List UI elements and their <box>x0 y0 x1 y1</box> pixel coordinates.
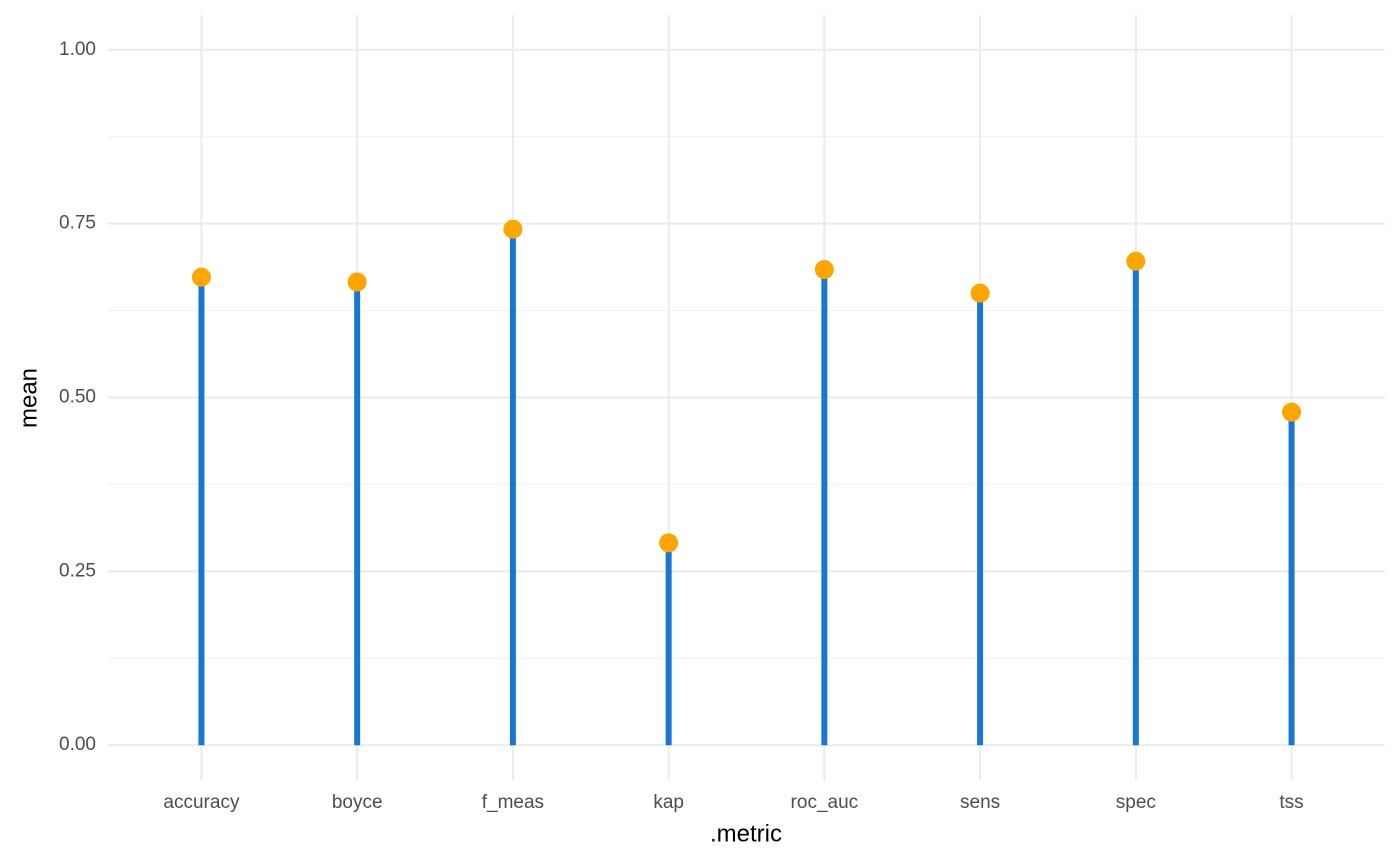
y-tick-label: 0.75 <box>59 213 96 234</box>
y-axis-title: mean <box>15 368 42 428</box>
x-tick-label: boyce <box>332 792 383 813</box>
y-tick-label: 1.00 <box>59 39 96 60</box>
point <box>814 260 834 280</box>
point <box>1126 251 1146 271</box>
point <box>347 272 367 292</box>
x-tick-label: sens <box>960 792 1000 813</box>
point <box>659 533 679 553</box>
x-tick-label: roc_auc <box>791 792 859 813</box>
x-tick-label: kap <box>653 792 684 813</box>
x-tick-label: accuracy <box>163 792 240 813</box>
x-tick-label: spec <box>1116 792 1156 813</box>
x-tick-label: tss <box>1279 792 1303 813</box>
x-tick-label: f_meas <box>482 792 544 813</box>
x-axis-title: .metric <box>710 820 782 847</box>
point <box>1282 402 1302 422</box>
point <box>503 219 523 239</box>
point <box>191 267 211 287</box>
y-tick-label: 0.25 <box>59 560 96 581</box>
y-tick-label: 0.50 <box>59 387 96 408</box>
y-tick-label: 0.00 <box>59 734 96 755</box>
point <box>970 283 990 303</box>
